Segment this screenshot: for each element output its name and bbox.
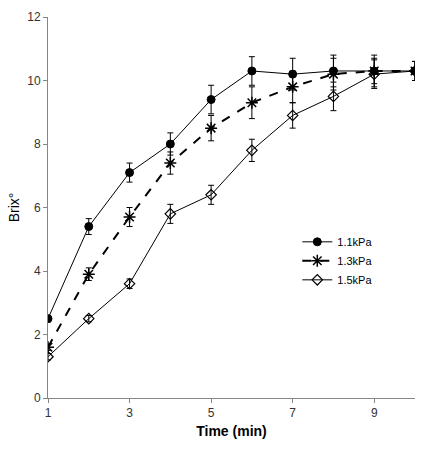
svg-text:5: 5 [208,406,215,420]
svg-text:8: 8 [34,137,41,151]
svg-text:9: 9 [371,406,378,420]
svg-text:4: 4 [34,264,41,278]
svg-text:1.1kPa: 1.1kPa [337,236,372,248]
svg-text:1.5kPa: 1.5kPa [337,274,372,286]
svg-text:3: 3 [126,406,133,420]
svg-text:1: 1 [45,406,52,420]
svg-text:7: 7 [289,406,296,420]
svg-text:10: 10 [27,74,41,88]
svg-text:Time (min): Time (min) [196,423,267,439]
svg-text:1.3kPa: 1.3kPa [337,255,372,267]
svg-text:2: 2 [34,328,41,342]
svg-text:6: 6 [34,201,41,215]
svg-text:0: 0 [34,391,41,405]
svg-text:Brix°: Brix° [6,193,22,223]
svg-text:12: 12 [27,10,41,24]
